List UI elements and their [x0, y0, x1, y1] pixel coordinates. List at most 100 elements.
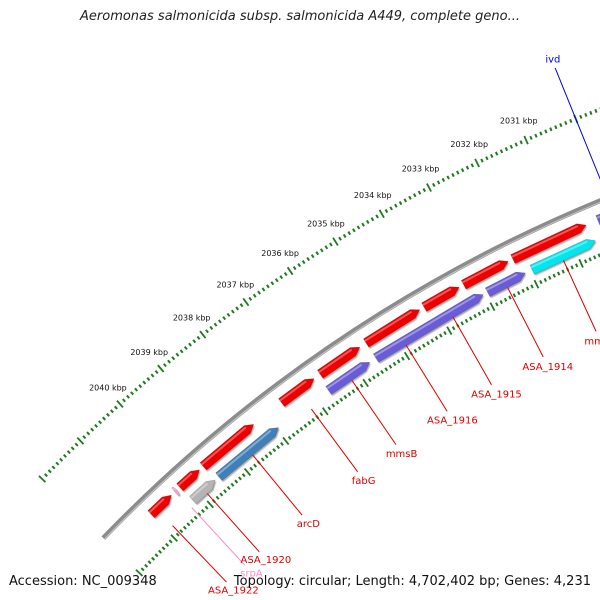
inner-tick-minor — [343, 394, 348, 399]
gene-label[interactable]: ASA_1915 — [471, 390, 522, 401]
inner-tick-minor — [367, 378, 372, 383]
gene-feature — [215, 427, 279, 481]
inner-tick-minor — [443, 331, 447, 336]
outer-tick-minor — [315, 251, 320, 256]
outer-tick-minor — [102, 416, 106, 421]
inner-tick-major — [170, 534, 178, 542]
outer-tick-minor — [375, 214, 379, 219]
inner-tick-minor — [165, 542, 170, 547]
inner-tick-minor — [190, 519, 195, 524]
inner-tick-minor — [335, 400, 340, 405]
outer-tick-minor — [436, 180, 441, 185]
inner-tick-minor — [439, 333, 443, 338]
inner-tick-minor — [272, 448, 277, 453]
inner-tick-minor — [434, 336, 439, 341]
outer-tick-minor — [539, 131, 543, 136]
outer-tick-minor — [43, 473, 48, 478]
gene-label[interactable]: ASA_1914 — [522, 362, 573, 373]
inner-tick-minor — [168, 539, 173, 544]
inner-tick-minor — [331, 403, 336, 408]
inner-tick-major — [578, 258, 584, 268]
gene-label[interactable]: ivd — [545, 54, 560, 65]
inner-tick-minor — [144, 563, 149, 568]
outer-tick-minor — [384, 208, 389, 214]
inner-tick-minor — [473, 314, 477, 319]
inner-tick-minor — [260, 457, 265, 462]
outer-tick-minor — [403, 198, 408, 203]
gene-label[interactable]: srpA — [240, 568, 263, 579]
kbp-labels: 2031 kbp 2032 kbp 2033 kbp 2034 kbp 2035 kbp… — [89, 117, 538, 393]
outer-tick-minor — [514, 142, 518, 147]
outer-tick-minor — [594, 108, 598, 113]
outer-tick-minor — [146, 377, 151, 382]
outer-tick-minor — [134, 387, 139, 392]
gene-feature — [176, 469, 200, 492]
outer-tick-major — [378, 209, 385, 219]
outer-tick-minor — [579, 114, 583, 119]
outer-tick-minor — [456, 170, 460, 175]
inner-tick-minor — [193, 515, 198, 520]
gene-label-line — [252, 454, 303, 516]
gene-feature-highlight — [374, 295, 476, 357]
gene-features — [147, 213, 600, 519]
gene-feature-highlight — [422, 288, 452, 306]
gene-feature-highlight — [177, 472, 193, 487]
inner-tick-minor — [307, 420, 312, 426]
gene-feature — [529, 238, 597, 275]
gene-label[interactable]: fabG — [352, 476, 376, 487]
outer-tick-minor — [188, 342, 192, 347]
inner-tick-minor — [417, 346, 422, 351]
outer-tick-minor — [283, 272, 288, 277]
outer-tick-minor — [554, 125, 558, 130]
outer-tick-minor — [370, 217, 375, 222]
outer-tick-major — [38, 475, 47, 483]
inner-tick-minor — [359, 383, 364, 388]
inner-tick-minor — [570, 265, 574, 270]
outer-tick-minor — [126, 394, 130, 399]
inner-tick-minor — [376, 372, 380, 377]
outer-tick-minor — [98, 420, 102, 425]
outer-tick-minor — [82, 435, 87, 440]
gene-label-line — [206, 493, 260, 553]
outer-tick-minor — [534, 133, 538, 138]
outer-tick-minor — [549, 127, 553, 132]
inner-tick-minor — [230, 482, 235, 487]
outer-tick-minor — [342, 233, 347, 238]
inner-tick-major — [403, 351, 411, 361]
outer-tick-minor — [499, 149, 504, 154]
outer-tick-minor — [183, 345, 188, 351]
outer-tick-minor — [584, 112, 588, 117]
inner-tick-minor — [557, 271, 561, 276]
inner-tick-minor — [430, 338, 435, 343]
outer-tick-minor — [519, 140, 523, 145]
gene-label[interactable]: mmsA — [584, 336, 600, 347]
outer-tick-minor — [480, 158, 484, 163]
inner-tick-minor — [226, 485, 231, 491]
gene-label-lines — [172, 67, 600, 583]
outer-tick-minor — [504, 146, 509, 152]
outer-tick-minor — [51, 465, 56, 470]
outer-tick-minor — [347, 231, 352, 236]
gene-label[interactable]: arcD — [297, 519, 321, 530]
inner-tick-minor — [451, 326, 456, 331]
gene-label[interactable]: ASA_1920 — [241, 555, 292, 566]
inner-tick-minor — [276, 445, 281, 450]
gene-label[interactable]: mmsB — [386, 449, 418, 460]
gene-label-line — [554, 67, 600, 180]
inner-tick-minor — [351, 389, 356, 394]
gene-label[interactable]: ASA_1916 — [427, 416, 478, 427]
inner-tick-minor — [388, 364, 393, 369]
outer-tick-minor — [297, 262, 301, 268]
inner-tick-minor — [182, 525, 187, 530]
gene-feature-highlight — [461, 261, 501, 284]
outer-tick-minor — [408, 195, 412, 200]
inner-tick-minor — [204, 505, 209, 510]
inner-tick-ring — [135, 253, 600, 577]
gene-feature — [171, 486, 181, 496]
gene-label[interactable]: ASA_1922 — [208, 585, 259, 596]
outer-tick-minor — [569, 118, 573, 123]
outer-tick-minor — [389, 206, 393, 211]
outer-tick-minor — [589, 110, 593, 115]
outer-tick-minor — [494, 151, 499, 156]
